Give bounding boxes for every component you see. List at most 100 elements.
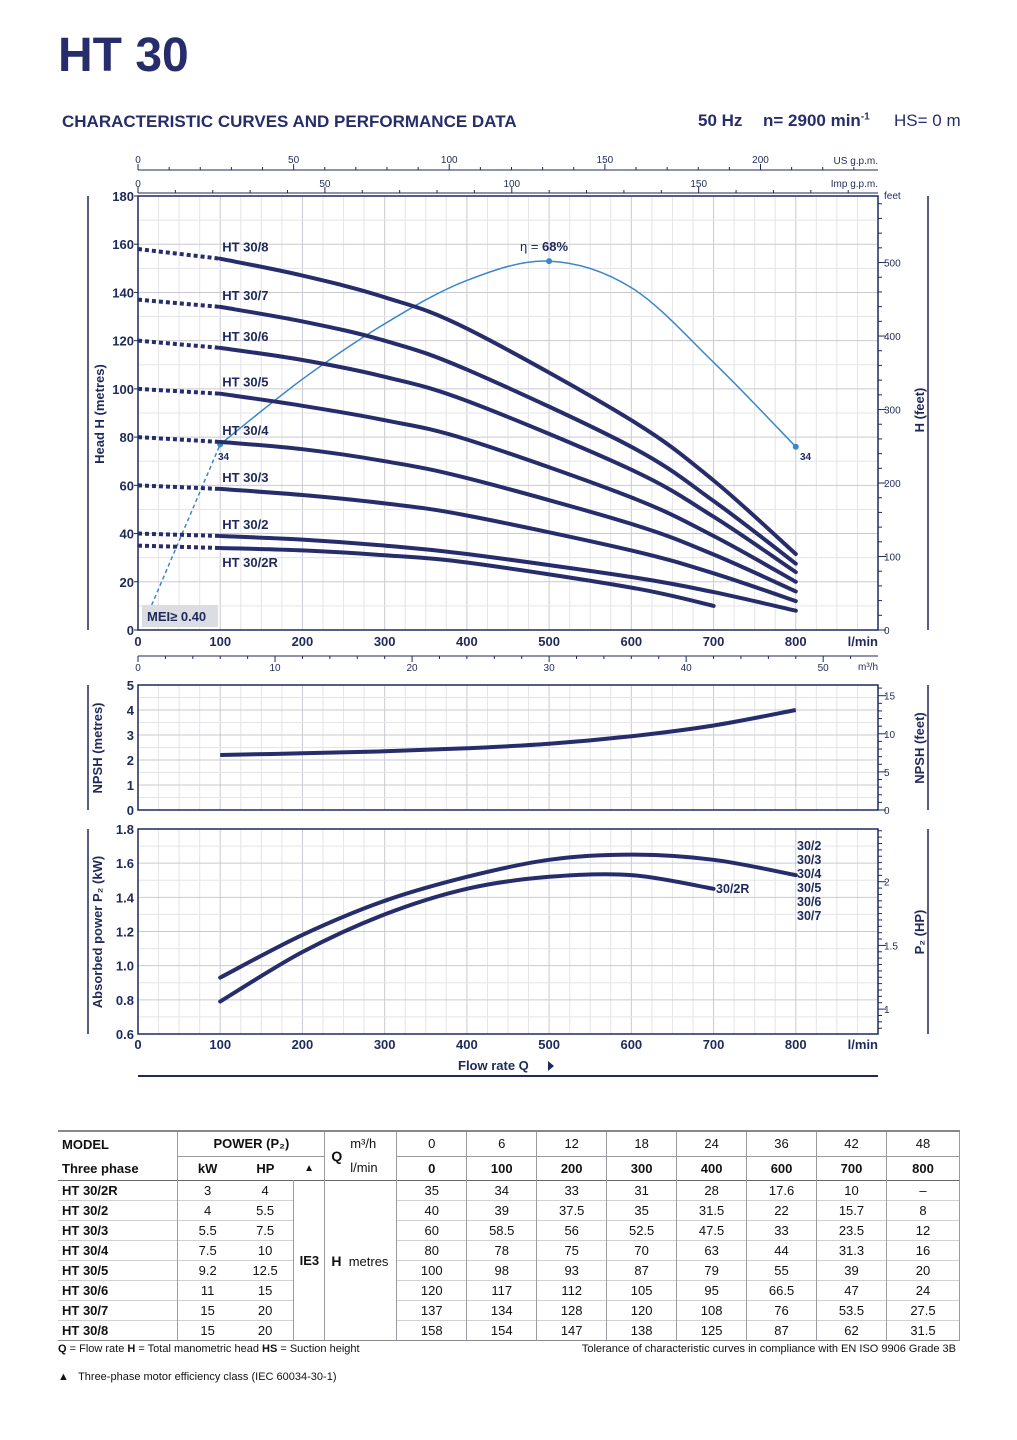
triangle-icon: ▲: [58, 1371, 69, 1383]
npsh-ylabel: NPSH (metres): [90, 702, 105, 793]
head-value: 47.5: [676, 1220, 748, 1241]
head-curve-label: HT 30/4: [222, 423, 269, 438]
head-xtick-label: 600: [620, 634, 642, 649]
flow-arrow-icon: [548, 1061, 554, 1071]
head-value: 31.3: [816, 1240, 887, 1261]
table-row: HT 30/5 9.2 12.5 100 98 93 87 79 55 39 20: [58, 1260, 961, 1281]
power-xtick-label: 500: [538, 1037, 560, 1052]
table-row: HT 30/4 7.5 10 80 78 75 70 63 44 31.3 16: [58, 1240, 961, 1261]
head-value: 24: [886, 1280, 961, 1301]
power-hp: 20: [257, 1303, 273, 1318]
head-value: 63: [676, 1240, 748, 1261]
power-hp: 12.5: [252, 1263, 278, 1278]
head-value: 79: [676, 1260, 748, 1281]
head-value: 39: [816, 1260, 887, 1281]
head-value: 100: [396, 1260, 468, 1281]
head-value: 16: [886, 1240, 961, 1261]
power-curve-label: 30/6: [797, 895, 821, 909]
frequency: 50 Hz: [698, 111, 743, 130]
head-ytick-label: 80: [120, 430, 134, 445]
legend-h-key: H: [127, 1343, 136, 1355]
head-value: 23.5: [816, 1220, 887, 1241]
power-curve-label: 30/5: [797, 881, 821, 895]
m3h-tick-label: 10: [269, 663, 281, 674]
feet-tick-label: 200: [884, 479, 901, 490]
hp-tick-label: 1.5: [884, 941, 898, 952]
model-name: HT 30/3: [58, 1220, 179, 1241]
efficiency-curve-dashed: [145, 444, 221, 619]
power-curve-label: 30/3: [797, 853, 821, 867]
head-value: 33: [536, 1180, 608, 1201]
model-name: HT 30/2: [58, 1200, 179, 1221]
head-value: 52.5: [606, 1220, 678, 1241]
m3h-tick-label: 40: [681, 663, 693, 674]
head-curve: [218, 486, 798, 604]
head-value: 31.5: [886, 1320, 961, 1341]
efficiency-label: η = 68%: [520, 239, 569, 254]
m3h-value: 0: [396, 1131, 468, 1156]
head-value: 80: [396, 1240, 468, 1261]
power-xtick-label: 700: [703, 1037, 725, 1052]
table-header-row: MODEL POWER (P₂) Qm³/h l/min 0 6 12 18 24 36 42 48: [58, 1131, 961, 1181]
model-name: HT 30/5: [58, 1260, 179, 1281]
m3h-tick-label: 20: [407, 663, 419, 674]
head-value: 40: [396, 1200, 468, 1221]
power-xtick-label: 0: [134, 1037, 141, 1052]
table-row: HT 30/6 11 15 120 117 112 105 95 66.5 47 24: [58, 1280, 961, 1301]
model-name: HT 30/6: [58, 1280, 179, 1301]
m3h-value: 12: [536, 1131, 608, 1156]
head-curve-label: HT 30/2R: [222, 555, 278, 570]
legend-definitions: Q = Flow rate H = Total manometric head …: [58, 1343, 360, 1355]
speed-value: n= 2900 min: [763, 111, 861, 130]
hp-tick-label: 1: [884, 1005, 890, 1016]
impgpm-tick-label: 150: [690, 179, 707, 190]
mei-badge: MEI≥ 0.40: [147, 609, 206, 624]
feet-tick-label: 0: [884, 626, 890, 637]
head-value: 10: [816, 1180, 887, 1201]
m3h-value: 6: [466, 1131, 538, 1156]
efficiency-point: [546, 258, 553, 265]
npsh-curve: [220, 708, 797, 757]
head-xtick-label: 800: [785, 634, 807, 649]
table-header-row: Three phase kW HP ▲ 0 100 200 300 400 600 700 800: [58, 1155, 961, 1181]
header-model: MODEL: [58, 1131, 179, 1156]
head-ytick-label: 0: [127, 623, 134, 638]
head-value: 62: [816, 1320, 887, 1341]
head-value: 28: [676, 1180, 748, 1201]
m3h-value: 18: [606, 1131, 678, 1156]
power-ytick-label: 0.6: [116, 1027, 134, 1042]
head-value: 158: [396, 1320, 468, 1341]
legend-q-def: = Flow rate: [66, 1343, 128, 1355]
head-curve: [218, 391, 798, 584]
npsh-ytick-label: 5: [127, 678, 134, 693]
m3h-label: m³/h: [858, 662, 878, 673]
head-value: 76: [746, 1300, 818, 1321]
head-value: 138: [606, 1320, 678, 1341]
table-row: HT 30/2 4 5.5 40 39 37.5 35 31.5 22 15.7 8: [58, 1200, 961, 1221]
head-value: 20: [886, 1260, 961, 1281]
power-kw: 9.2: [198, 1263, 217, 1278]
npsh-ytick-label: 1: [127, 778, 134, 793]
head-value: –: [886, 1180, 961, 1201]
head-value: 27.5: [886, 1300, 961, 1321]
power-xtick-label: 200: [292, 1037, 314, 1052]
power-ytick-label: 1.8: [116, 822, 134, 837]
head-value: 75: [536, 1240, 608, 1261]
head-value: 125: [676, 1320, 748, 1341]
head-value: 108: [676, 1300, 748, 1321]
mei-badge-bg: [142, 605, 218, 627]
power-kw: 7.5: [198, 1243, 217, 1258]
page-title: HT 30: [58, 29, 189, 82]
head-value: 8: [886, 1200, 961, 1221]
head-curves: HT 30/8 HT 30/7 HT 30/6 HT 30/5 HT 30/4 HT 30…: [137, 240, 798, 613]
head-value: 53.5: [816, 1300, 887, 1321]
q-symbol: Q: [331, 1148, 343, 1164]
power-hp: 10: [257, 1243, 273, 1258]
head-value: 120: [606, 1300, 678, 1321]
legend-q-key: Q: [58, 1343, 67, 1355]
head-curve: [218, 345, 798, 575]
power-xtick-label: 300: [374, 1037, 396, 1052]
model-name: HT 30/8: [58, 1320, 179, 1341]
head-ytick-label: 140: [112, 285, 134, 300]
head-ytick-label: 160: [112, 237, 134, 252]
